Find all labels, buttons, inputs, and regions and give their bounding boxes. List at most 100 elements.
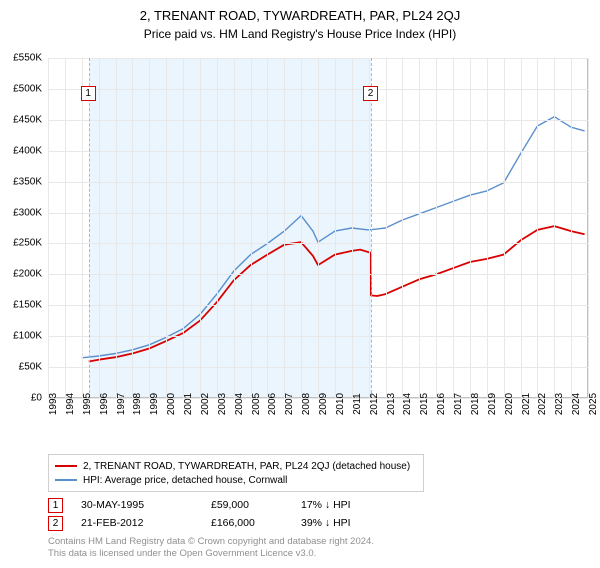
marker-badge: 2	[363, 86, 378, 101]
x-axis-label: 2005	[251, 393, 262, 415]
gridline-v	[132, 58, 133, 398]
sale-date: 30-MAY-1995	[81, 499, 211, 511]
gridline-v	[436, 58, 437, 398]
gridline-v	[554, 58, 555, 398]
x-axis-label: 2002	[200, 393, 211, 415]
y-axis-label: £150K	[13, 300, 42, 311]
x-axis-label: 2020	[504, 393, 515, 415]
legend: 2, TRENANT ROAD, TYWARDREATH, PAR, PL24 …	[48, 454, 424, 492]
y-axis-label: £100K	[13, 331, 42, 342]
x-axis-label: 2021	[521, 393, 532, 415]
gridline-v	[521, 58, 522, 398]
x-axis-label: 2010	[335, 393, 346, 415]
sale-date: 21-FEB-2012	[81, 517, 211, 529]
gridline-v	[48, 58, 49, 398]
gridline-v	[149, 58, 150, 398]
gridline-v	[166, 58, 167, 398]
x-axis-label: 2009	[318, 393, 329, 415]
gridline-v	[419, 58, 420, 398]
sale-row: 1 30-MAY-1995£59,00017% ↓ HPI	[48, 496, 401, 514]
marker-badge: 1	[81, 86, 96, 101]
gridline-v	[200, 58, 201, 398]
gridline-v	[470, 58, 471, 398]
sale-row: 2 21-FEB-2012£166,00039% ↓ HPI	[48, 514, 401, 532]
x-axis-label: 2004	[234, 393, 245, 415]
gridline-v	[318, 58, 319, 398]
gridline-v	[386, 58, 387, 398]
gridline-v	[571, 58, 572, 398]
gridline-v	[487, 58, 488, 398]
y-axis-label: £400K	[13, 145, 42, 156]
footnote-line: Contains HM Land Registry data © Crown c…	[48, 536, 374, 548]
x-axis-label: 2001	[183, 393, 194, 415]
sale-hpi-delta: 17% ↓ HPI	[301, 499, 401, 511]
gridline-v	[251, 58, 252, 398]
gridline-v	[183, 58, 184, 398]
x-axis-label: 2007	[284, 393, 295, 415]
gridline-v	[369, 58, 370, 398]
gridline-v	[402, 58, 403, 398]
gridline-v	[453, 58, 454, 398]
gridline-v	[65, 58, 66, 398]
x-axis-label: 2017	[453, 393, 464, 415]
gridline-v	[217, 58, 218, 398]
sale-badge: 1	[48, 498, 63, 513]
x-axis-label: 1996	[99, 393, 110, 415]
gridline-v	[267, 58, 268, 398]
marker-line	[89, 58, 90, 398]
x-axis-label: 2015	[419, 393, 430, 415]
sales-table: 1 30-MAY-1995£59,00017% ↓ HPI 2 21-FEB-2012…	[48, 496, 401, 532]
page-title: 2, TRENANT ROAD, TYWARDREATH, PAR, PL24 …	[0, 8, 600, 23]
footnote-line: This data is licensed under the Open Gov…	[48, 548, 374, 560]
gridline-v	[116, 58, 117, 398]
footnote: Contains HM Land Registry data © Crown c…	[48, 536, 374, 560]
sale-hpi-delta: 39% ↓ HPI	[301, 517, 401, 529]
x-axis-label: 2022	[537, 393, 548, 415]
x-axis-label: 2008	[301, 393, 312, 415]
gridline-v	[284, 58, 285, 398]
x-axis-label: 2023	[554, 393, 565, 415]
x-axis-label: 2018	[470, 393, 481, 415]
y-axis-label: £300K	[13, 207, 42, 218]
legend-swatch	[55, 465, 77, 467]
y-axis-label: £550K	[13, 53, 42, 64]
x-axis-label: 2025	[588, 393, 599, 415]
gridline-v	[537, 58, 538, 398]
x-axis-label: 1997	[116, 393, 127, 415]
x-axis-label: 1998	[132, 393, 143, 415]
legend-swatch	[55, 479, 77, 481]
y-axis-label: £50K	[19, 362, 42, 373]
legend-label: 2, TRENANT ROAD, TYWARDREATH, PAR, PL24 …	[83, 461, 410, 472]
y-axis-label: £250K	[13, 238, 42, 249]
x-axis-label: 2019	[487, 393, 498, 415]
sale-price: £59,000	[211, 499, 301, 511]
y-axis-label: £450K	[13, 114, 42, 125]
x-axis-label: 1999	[149, 393, 160, 415]
gridline-v	[99, 58, 100, 398]
marker-line	[371, 58, 372, 398]
x-axis-label: 2006	[267, 393, 278, 415]
x-axis-label: 1994	[65, 393, 76, 415]
x-axis-label: 2011	[352, 393, 363, 415]
y-axis-label: £500K	[13, 83, 42, 94]
gridline-v	[588, 58, 589, 398]
y-axis-label: £0	[31, 393, 42, 404]
page-subtitle: Price paid vs. HM Land Registry's House …	[0, 27, 600, 41]
series-hpi	[82, 117, 585, 358]
gridline-v	[82, 58, 83, 398]
gridline-v	[352, 58, 353, 398]
sale-badge: 2	[48, 516, 63, 531]
gridline-v	[301, 58, 302, 398]
sale-price: £166,000	[211, 517, 301, 529]
x-axis-label: 2012	[369, 393, 380, 415]
gridline-v	[335, 58, 336, 398]
x-axis-label: 2016	[436, 393, 447, 415]
legend-item: 2, TRENANT ROAD, TYWARDREATH, PAR, PL24 …	[55, 459, 417, 473]
x-axis-label: 2014	[402, 393, 413, 415]
legend-item: HPI: Average price, detached house, Corn…	[55, 473, 417, 487]
gridline-v	[234, 58, 235, 398]
gridline-v	[504, 58, 505, 398]
x-axis-label: 2000	[166, 393, 177, 415]
x-axis-label: 2013	[386, 393, 397, 415]
x-axis-label: 1995	[82, 393, 93, 415]
